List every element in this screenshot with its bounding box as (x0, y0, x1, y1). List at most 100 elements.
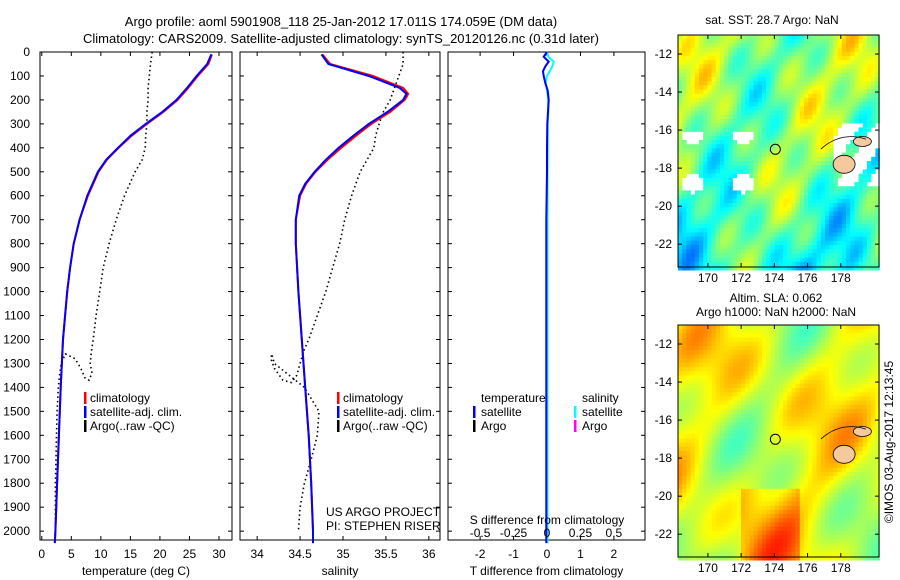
map-cell (699, 388, 704, 393)
map-cell (762, 165, 767, 170)
map-cell (690, 362, 696, 368)
map-cell (829, 522, 834, 527)
map-cell (791, 539, 796, 544)
legend-swatch (84, 420, 87, 432)
map-cell (741, 388, 746, 393)
map-cell (854, 228, 859, 233)
map-cell (778, 421, 784, 427)
map-cell (770, 156, 775, 162)
map-cell (837, 371, 843, 376)
map-cell (749, 68, 754, 74)
map-cell (690, 484, 696, 490)
map-cell (783, 501, 788, 506)
map-cell (841, 236, 847, 242)
map-cell (770, 190, 775, 195)
map-cell (787, 383, 792, 389)
map-cell (812, 123, 817, 128)
map-cell (808, 459, 813, 464)
map-cell (678, 451, 683, 456)
map-cell (741, 472, 746, 477)
map-cell (757, 257, 763, 263)
argo-raw-line (54, 51, 153, 532)
map-cell (690, 232, 696, 237)
map-cell (686, 379, 691, 385)
map-cell (707, 257, 712, 263)
map-cell (837, 56, 843, 61)
map-cell (808, 522, 813, 527)
map-cell (699, 51, 704, 57)
map-cell (732, 140, 738, 145)
map-cell (837, 488, 843, 494)
map-cell (774, 367, 780, 372)
map-cell (829, 249, 834, 254)
map-cell (757, 480, 763, 485)
map-cell (711, 455, 717, 460)
map-cell (774, 400, 780, 406)
map-cell (787, 211, 792, 216)
map-cell (816, 228, 822, 233)
map-cell (795, 484, 801, 490)
map-cell (854, 207, 859, 212)
map-cell (728, 215, 733, 221)
map-cell (791, 400, 796, 406)
map-cell (724, 505, 729, 511)
map-cell (724, 224, 729, 229)
map-cell (816, 186, 822, 191)
map-cell (741, 144, 746, 149)
map-cell (804, 253, 809, 258)
map-cell (791, 257, 796, 263)
map-cell (736, 148, 742, 153)
map-cell (715, 514, 721, 519)
map-cell (703, 535, 708, 540)
map-cell (812, 472, 817, 477)
map-cell (837, 551, 843, 557)
map-cell (812, 430, 817, 435)
map-cell (778, 261, 784, 267)
map-cell (682, 379, 687, 385)
map-cell (703, 56, 708, 61)
map-cell (833, 539, 838, 544)
map-cell (774, 346, 780, 351)
map-cell (770, 543, 775, 548)
map-cell (720, 152, 725, 158)
map-cell (745, 556, 750, 561)
map-cell (804, 165, 809, 170)
map-cell (753, 77, 759, 82)
map-cell (724, 135, 729, 141)
map-cell (804, 245, 809, 250)
map-cell (816, 51, 822, 57)
map-cell (812, 539, 817, 544)
map-cell (766, 518, 771, 523)
map-cell (812, 446, 817, 452)
map-cell (778, 493, 784, 498)
map-cell (699, 232, 704, 237)
map-cell (808, 425, 813, 431)
map-cell (795, 425, 801, 431)
map-cell (686, 350, 691, 355)
map-cell (783, 144, 788, 149)
legend-label: satellite (582, 405, 623, 419)
map-cell (682, 409, 687, 414)
map-cell (753, 228, 759, 233)
map-cell (724, 522, 729, 527)
map-cell (720, 535, 725, 540)
map-cell (753, 509, 759, 515)
map-cell (799, 186, 805, 191)
legend-swatch (337, 392, 340, 404)
map-cell (816, 530, 822, 536)
map-cell (799, 472, 805, 477)
map-cell (757, 182, 763, 187)
map-cell (736, 127, 742, 132)
map-cell (707, 51, 712, 57)
map-cell (762, 119, 767, 124)
map-cell (728, 232, 733, 237)
map-cell (778, 102, 784, 107)
map-cell (846, 249, 851, 254)
map-cell (833, 400, 838, 406)
map-cell (749, 514, 754, 519)
map-cell (724, 219, 729, 225)
map-cell (736, 60, 742, 65)
map-cell (812, 140, 817, 145)
map-cell (711, 446, 717, 452)
map-cell (825, 169, 830, 174)
